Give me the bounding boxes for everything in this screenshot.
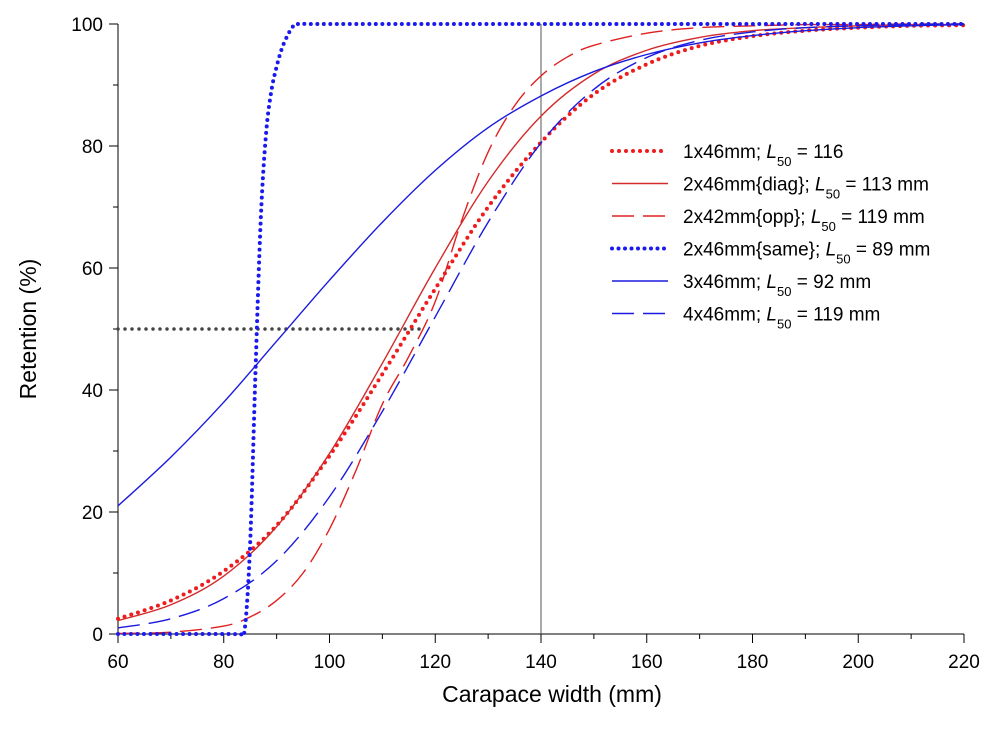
x-axis-label: Carapace width (mm)	[442, 681, 662, 707]
legend-label-prefix: 2x46mm{diag};	[683, 175, 815, 196]
series-6	[117, 23, 965, 629]
x-tick-label: 160	[631, 652, 663, 673]
legend-label-subscript: 50	[836, 251, 850, 266]
legend-label-subscript: 50	[777, 154, 791, 169]
legend-label: 2x46mm{diag}; L50 = 113 mm	[683, 175, 929, 202]
legend-label-symbol: L	[811, 207, 822, 228]
legend-label-subscript: 50	[826, 186, 840, 201]
legend-label-prefix: 2x42mm{opp};	[683, 207, 811, 228]
series-1	[116, 23, 966, 621]
legend-label-symbol: L	[766, 142, 777, 163]
x-tick-label: 140	[525, 652, 557, 673]
x-tick-label: 200	[842, 652, 874, 673]
legend-label-symbol: L	[815, 175, 826, 196]
x-tick-label: 80	[213, 652, 234, 673]
legend-label: 1x46mm; L50 = 116	[683, 142, 843, 169]
legend-label: 2x46mm{same}; L50 = 89 mm	[683, 240, 930, 267]
legend-item-2: 2x46mm{diag}; L50 = 113 mm	[612, 175, 929, 202]
x-tick-label: 120	[419, 652, 451, 673]
legend-item-6: 4x46mm; L50 = 119 mm	[612, 305, 880, 332]
legend-label: 2x42mm{opp}; L50 = 119 mm	[683, 207, 925, 234]
y-tick-label: 60	[82, 259, 103, 280]
y-tick-label: 100	[71, 15, 103, 36]
legend-item-4: 2x46mm{same}; L50 = 89 mm	[610, 240, 930, 267]
x-tick-label: 220	[948, 652, 980, 673]
legend-label-subscript: 50	[777, 284, 791, 299]
legend-label-subscript: 50	[821, 219, 835, 234]
series-line-4	[116, 21, 966, 639]
legend-label-symbol: L	[766, 272, 777, 293]
legend-item-5: 3x46mm; L50 = 92 mm	[612, 272, 871, 299]
y-tick-label: 40	[82, 381, 103, 402]
legend-label-subscript: 50	[777, 316, 791, 331]
y-axis-label: Retention (%)	[15, 259, 41, 400]
legend-label-value: = 92 mm	[791, 272, 871, 293]
legend-label: 3x46mm; L50 = 92 mm	[683, 272, 871, 299]
series-5	[117, 23, 965, 507]
legend-label-symbol: L	[826, 240, 837, 261]
series-line-1	[116, 23, 966, 621]
series-4	[116, 21, 966, 639]
legend-item-3: 2x42mm{opp}; L50 = 119 mm	[612, 207, 925, 234]
legend-label-prefix: 2x46mm{same};	[683, 240, 826, 261]
legend-label-symbol: L	[766, 305, 777, 326]
series-line-6	[117, 23, 965, 629]
y-tick-label: 20	[82, 503, 103, 524]
plot-frame: 60 80 100 120 140 160 180 200 220 0 20 40 60 80 100	[71, 15, 980, 673]
series-layer	[116, 21, 966, 639]
y-tick-label: 0	[92, 625, 103, 646]
y-tick-label: 80	[82, 137, 103, 158]
series-line-5	[117, 23, 965, 507]
legend-label-value: = 116	[791, 142, 843, 163]
legend-label-value: = 89 mm	[851, 240, 931, 261]
legend-label-value: = 113 mm	[840, 175, 929, 196]
legend-item-1: 1x46mm; L50 = 116	[610, 142, 843, 169]
x-tick-label: 180	[737, 652, 769, 673]
x-tick-label: 100	[314, 652, 346, 673]
x-tick-label: 60	[107, 652, 128, 673]
legend-label: 4x46mm; L50 = 119 mm	[683, 305, 880, 332]
legend-label-prefix: 3x46mm;	[683, 272, 766, 293]
legend-label-prefix: 4x46mm;	[683, 305, 766, 326]
legend-label-prefix: 1x46mm;	[683, 142, 766, 163]
legend-label-value: = 119 mm	[836, 207, 925, 228]
legend-label-value: = 119 mm	[791, 305, 880, 326]
reference-lines	[116, 24, 542, 634]
